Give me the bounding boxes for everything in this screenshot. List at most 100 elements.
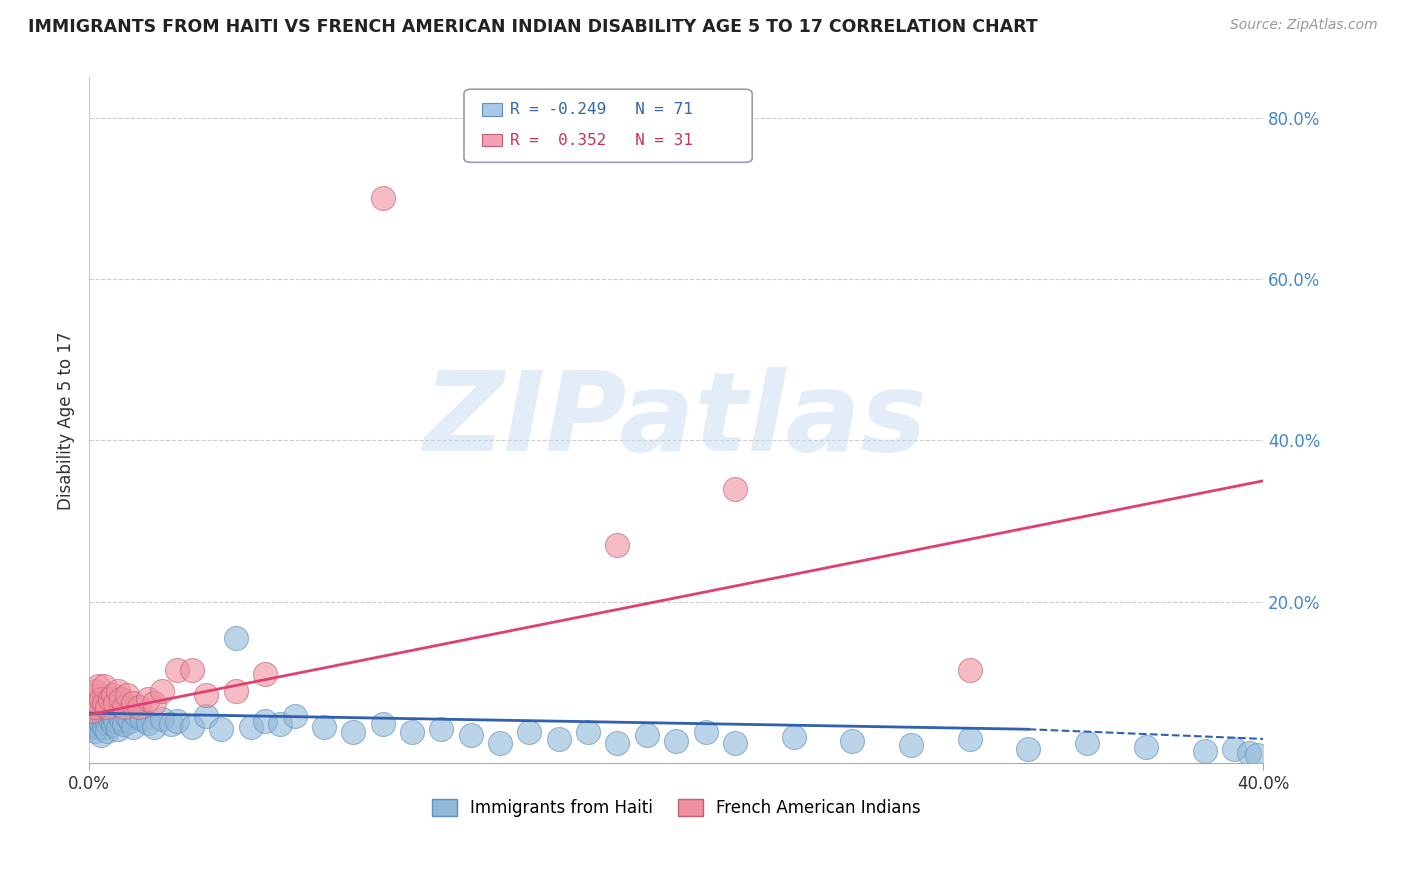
French American Indians — [606, 538, 628, 552]
French American Indians — [254, 667, 277, 681]
Immigrants from Haiti — [342, 725, 364, 739]
French American Indians — [104, 696, 127, 710]
French American Indians — [93, 680, 115, 694]
Immigrants from Haiti — [166, 714, 188, 728]
Immigrants from Haiti — [695, 725, 717, 739]
Immigrants from Haiti — [430, 723, 453, 737]
French American Indians — [112, 699, 135, 714]
Immigrants from Haiti — [110, 712, 132, 726]
French American Indians — [84, 699, 107, 714]
Immigrants from Haiti — [98, 712, 121, 726]
Immigrants from Haiti — [900, 739, 922, 753]
Immigrants from Haiti — [1076, 736, 1098, 750]
French American Indians — [166, 664, 188, 678]
Immigrants from Haiti — [122, 720, 145, 734]
Immigrants from Haiti — [152, 712, 174, 726]
French American Indians — [959, 664, 981, 678]
Immigrants from Haiti — [841, 733, 863, 747]
Immigrants from Haiti — [195, 709, 218, 723]
French American Indians — [142, 696, 165, 710]
Immigrants from Haiti — [1223, 741, 1246, 756]
Immigrants from Haiti — [239, 720, 262, 734]
French American Indians — [152, 683, 174, 698]
Immigrants from Haiti — [1194, 744, 1216, 758]
French American Indians — [180, 664, 202, 678]
Immigrants from Haiti — [160, 717, 183, 731]
French American Indians — [93, 696, 115, 710]
French American Indians — [195, 688, 218, 702]
Immigrants from Haiti — [269, 717, 291, 731]
Immigrants from Haiti — [120, 714, 142, 728]
Text: R =  0.352   N = 31: R = 0.352 N = 31 — [510, 133, 693, 147]
French American Indians — [225, 683, 247, 698]
French American Indians — [110, 691, 132, 706]
Immigrants from Haiti — [93, 712, 115, 726]
Immigrants from Haiti — [312, 720, 335, 734]
Immigrants from Haiti — [225, 631, 247, 645]
Immigrants from Haiti — [125, 707, 148, 722]
Text: Source: ZipAtlas.com: Source: ZipAtlas.com — [1230, 18, 1378, 32]
Immigrants from Haiti — [1135, 739, 1157, 754]
Immigrants from Haiti — [115, 709, 138, 723]
Immigrants from Haiti — [142, 720, 165, 734]
Immigrants from Haiti — [489, 736, 512, 750]
Immigrants from Haiti — [519, 725, 541, 739]
Immigrants from Haiti — [87, 720, 110, 734]
French American Indians — [80, 704, 103, 718]
French American Indians — [101, 688, 124, 702]
French American Indians — [724, 482, 747, 496]
Immigrants from Haiti — [80, 712, 103, 726]
French American Indians — [96, 699, 118, 714]
Immigrants from Haiti — [101, 717, 124, 731]
Immigrants from Haiti — [80, 720, 103, 734]
Immigrants from Haiti — [84, 699, 107, 714]
French American Indians — [87, 680, 110, 694]
Immigrants from Haiti — [724, 736, 747, 750]
Immigrants from Haiti — [136, 715, 159, 730]
French American Indians — [90, 691, 112, 706]
Immigrants from Haiti — [959, 731, 981, 746]
French American Indians — [122, 696, 145, 710]
Immigrants from Haiti — [665, 733, 688, 747]
Y-axis label: Disability Age 5 to 17: Disability Age 5 to 17 — [58, 331, 75, 509]
Immigrants from Haiti — [1246, 747, 1268, 762]
Immigrants from Haiti — [84, 715, 107, 730]
French American Indians — [87, 696, 110, 710]
Immigrants from Haiti — [636, 728, 658, 742]
Immigrants from Haiti — [80, 704, 103, 718]
Immigrants from Haiti — [1017, 741, 1039, 756]
Immigrants from Haiti — [87, 704, 110, 718]
Immigrants from Haiti — [1237, 747, 1260, 761]
French American Indians — [136, 691, 159, 706]
Immigrants from Haiti — [284, 709, 307, 723]
Immigrants from Haiti — [96, 715, 118, 730]
French American Indians — [371, 191, 394, 205]
French American Indians — [80, 688, 103, 702]
Immigrants from Haiti — [131, 712, 153, 726]
French American Indians — [98, 691, 121, 706]
French American Indians — [84, 683, 107, 698]
Immigrants from Haiti — [90, 715, 112, 730]
Immigrants from Haiti — [547, 731, 569, 746]
Immigrants from Haiti — [98, 704, 121, 718]
Immigrants from Haiti — [576, 725, 599, 739]
Immigrants from Haiti — [84, 723, 107, 738]
Immigrants from Haiti — [107, 723, 129, 737]
Immigrants from Haiti — [371, 717, 394, 731]
Immigrants from Haiti — [90, 728, 112, 742]
Immigrants from Haiti — [87, 712, 110, 726]
Text: IMMIGRANTS FROM HAITI VS FRENCH AMERICAN INDIAN DISABILITY AGE 5 TO 17 CORRELATI: IMMIGRANTS FROM HAITI VS FRENCH AMERICAN… — [28, 18, 1038, 36]
French American Indians — [115, 688, 138, 702]
French American Indians — [128, 699, 150, 714]
French American Indians — [107, 683, 129, 698]
Immigrants from Haiti — [90, 707, 112, 722]
Immigrants from Haiti — [401, 725, 423, 739]
Immigrants from Haiti — [606, 736, 628, 750]
Immigrants from Haiti — [107, 706, 129, 720]
Text: R = -0.249   N = 71: R = -0.249 N = 71 — [510, 103, 693, 117]
Immigrants from Haiti — [93, 720, 115, 734]
Immigrants from Haiti — [93, 704, 115, 718]
Immigrants from Haiti — [96, 723, 118, 738]
Immigrants from Haiti — [180, 720, 202, 734]
Immigrants from Haiti — [101, 709, 124, 723]
